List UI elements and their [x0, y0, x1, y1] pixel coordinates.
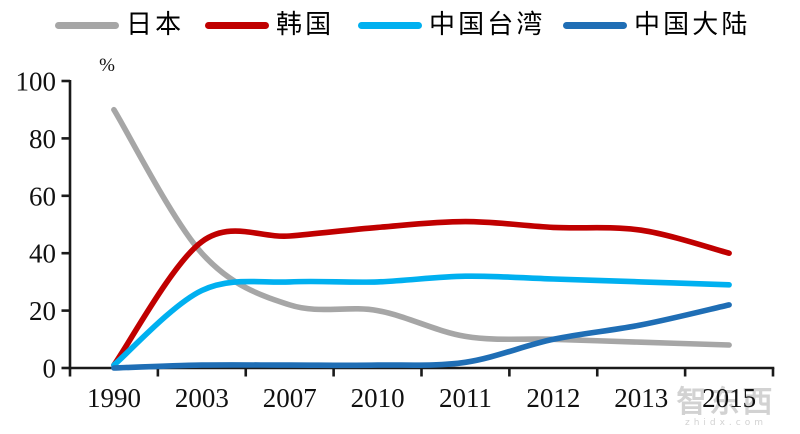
legend-line-japan-icon — [55, 21, 119, 29]
y-tick-label: 80 — [29, 124, 56, 154]
legend-line-mainland-china-icon — [563, 21, 627, 29]
series-line-1 — [111, 218, 732, 368]
x-tick-label: 2007 — [263, 383, 317, 413]
y-tick-label: 0 — [43, 354, 57, 384]
y-tick-label: 40 — [29, 239, 56, 269]
legend-line-taiwan-icon — [358, 21, 422, 29]
x-tick-label: 2013 — [614, 383, 668, 413]
x-tick-label: 2010 — [351, 383, 405, 413]
legend-item-taiwan: 中国台湾 — [358, 10, 545, 40]
x-tick-label: 1990 — [87, 383, 141, 413]
legend-label-korea: 韩国 — [276, 10, 335, 39]
x-tick-label: 2011 — [439, 383, 492, 413]
y-tick-label: 100 — [16, 67, 57, 97]
legend-item-mainland-china: 中国大陆 — [563, 10, 750, 40]
series-line-2 — [111, 273, 732, 368]
legend-line-korea-icon — [205, 21, 269, 29]
y-axis-unit-label: % — [99, 55, 115, 76]
x-tick-label: 2012 — [526, 383, 580, 413]
legend-label-mainland-china: 中国大陆 — [634, 10, 751, 39]
legend-label-japan: 日本 — [126, 10, 185, 39]
legend-item-korea: 韩国 — [205, 10, 334, 40]
series-line-3 — [111, 302, 732, 371]
x-tick-label: 2003 — [175, 383, 229, 413]
y-tick-label: 20 — [29, 296, 56, 326]
legend-item-japan: 日本 — [55, 10, 184, 40]
y-tick-label: 60 — [29, 181, 56, 211]
series-line-0 — [111, 106, 732, 348]
legend-label-taiwan: 中国台湾 — [429, 10, 546, 39]
chart-legend: 日本 韩国 中国台湾 中国大陆 — [0, 0, 800, 48]
x-tick-label: 2015 — [702, 383, 756, 413]
